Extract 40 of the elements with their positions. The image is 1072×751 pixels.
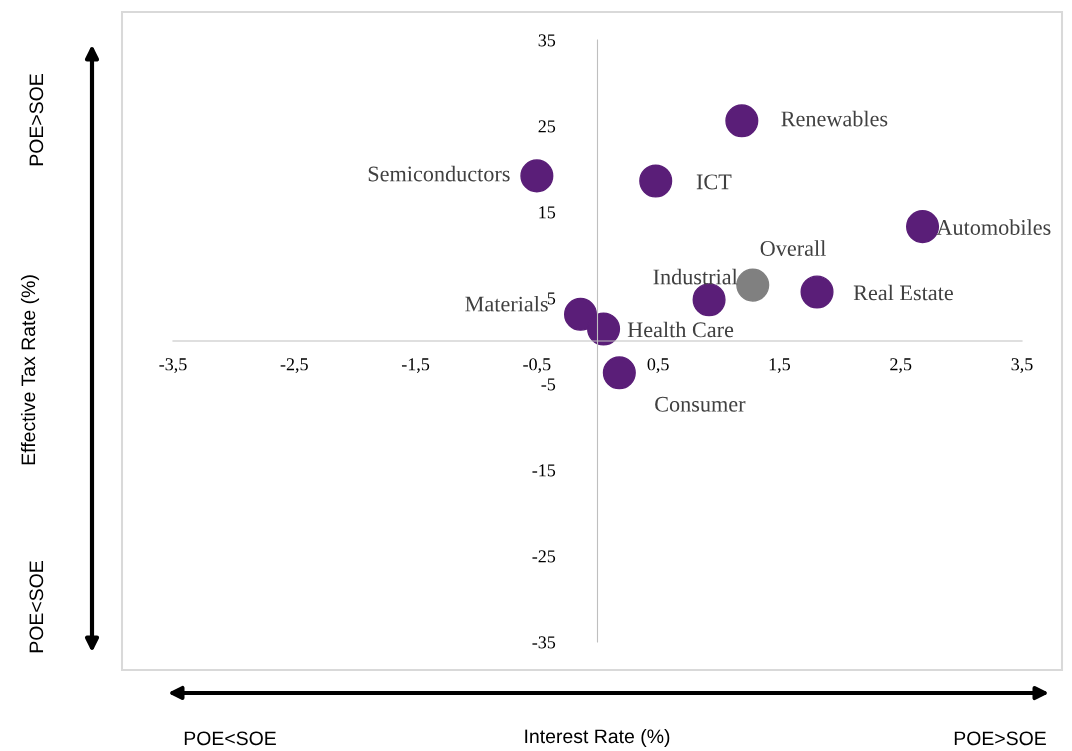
text: Effective Tax Rate (%) — [20, 275, 40, 465]
y-tick-label: 5 — [547, 292, 556, 305]
x-tick-label: -2,5 — [280, 358, 308, 373]
point — [736, 268, 770, 302]
y-tick-label: -35 — [532, 636, 556, 649]
x-tick-label: -3,5 — [159, 358, 187, 373]
series-label: Materials — [465, 295, 548, 312]
x-tick-label: 2,5 — [890, 358, 912, 373]
series-label: Consumer — [655, 396, 746, 412]
y-tick-label: -25 — [532, 550, 556, 563]
text: POE>SOE — [29, 74, 44, 166]
point — [692, 283, 726, 317]
series-label: Semiconductors — [368, 165, 510, 182]
y-tick-label: 35 — [538, 34, 556, 47]
point — [602, 356, 636, 390]
series-label: Health Care — [627, 321, 734, 338]
point — [587, 312, 621, 346]
series-label: Real Estate — [853, 284, 953, 301]
x-axis-title: Interest Rate (%) — [525, 728, 670, 748]
text: POE>SOE — [954, 731, 1046, 746]
y-tick-label: -5 — [541, 378, 556, 391]
series-label: ICT — [696, 174, 732, 190]
text: POE<SOE — [184, 731, 276, 746]
y-tick-label: -15 — [532, 464, 556, 477]
point — [725, 104, 759, 138]
x-tick-label: -1,5 — [401, 358, 430, 373]
x-tick-label: -0,5 — [523, 358, 551, 373]
series-label: Renewables — [781, 110, 888, 127]
series-label: Industrial — [653, 268, 738, 285]
x-tick-label: 1,5 — [769, 358, 791, 373]
y-tick-label: 15 — [539, 206, 556, 219]
point — [563, 297, 598, 331]
point — [520, 159, 554, 193]
point — [639, 164, 673, 198]
x-tick-label: 3,5 — [1011, 358, 1033, 373]
x-tick-label: 0,5 — [647, 358, 669, 373]
text: POE<SOE — [29, 561, 44, 653]
series-label: Overall — [760, 240, 826, 256]
point — [800, 275, 834, 309]
y-tick-label: 25 — [538, 120, 556, 133]
